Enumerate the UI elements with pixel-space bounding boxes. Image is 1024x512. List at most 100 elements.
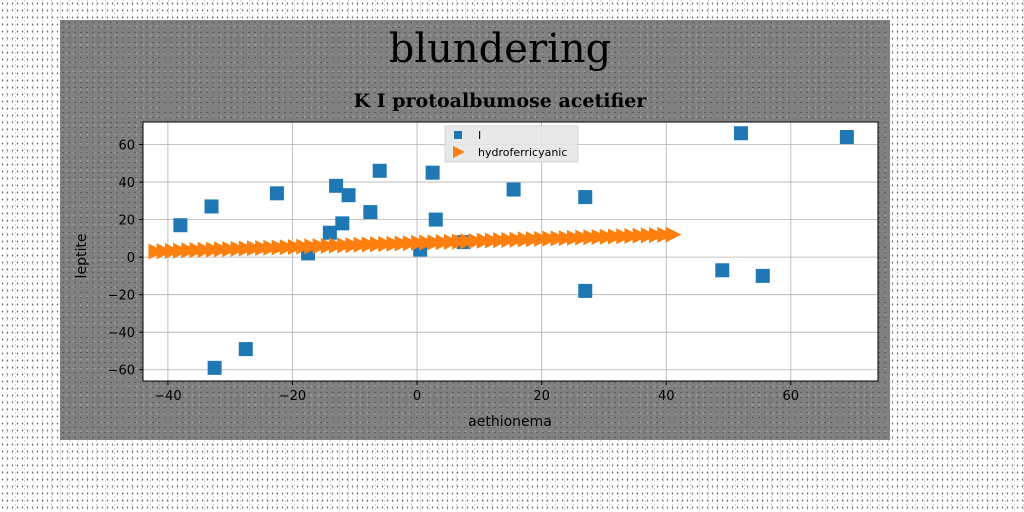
scatter-point-triangle <box>304 238 321 255</box>
scatter-point-triangle <box>361 236 378 253</box>
y-tick-label: 0 <box>127 251 135 266</box>
scatter-point-triangle <box>378 235 395 252</box>
scatter-point-triangle <box>624 227 641 244</box>
scatter-point-square <box>207 360 222 375</box>
y-axis-label: leptite <box>74 234 90 279</box>
x-tick-label: −20 <box>279 389 306 404</box>
scatter-point-square <box>715 263 730 278</box>
x-tick-label: 60 <box>783 389 800 404</box>
legend-marker-square <box>454 131 462 139</box>
scatter-point-triangle <box>402 235 419 252</box>
scatter-point-triangle <box>443 233 460 250</box>
legend-marker-triangle <box>453 146 465 158</box>
y-tick-label: −20 <box>108 289 135 304</box>
scatter-point-triangle <box>542 230 559 247</box>
y-tick-label: −40 <box>108 326 135 341</box>
scatter-point-square <box>578 190 593 205</box>
y-tick-label: 20 <box>118 214 135 229</box>
scatter-point-triangle <box>419 234 436 251</box>
scatter-point-triangle <box>534 230 551 247</box>
scatter-point-triangle <box>501 231 518 248</box>
x-tick-label: 0 <box>413 389 421 404</box>
scatter-point-square <box>329 178 344 193</box>
scatter-point-triangle <box>509 231 526 248</box>
scatter-point-square <box>363 205 378 220</box>
scatter-point-triangle <box>189 242 206 259</box>
scatter-point-triangle <box>427 234 444 251</box>
scatter-point-triangle <box>484 232 501 249</box>
scatter-point-square <box>428 212 443 227</box>
scatter-point-triangle <box>525 231 542 248</box>
scatter-point-triangle <box>558 230 575 247</box>
scatter-point-square <box>335 216 350 231</box>
scatter-point-triangle <box>649 227 666 244</box>
legend-box <box>444 125 579 163</box>
scatter-point-triangle <box>583 229 600 246</box>
scatter-point-square <box>506 182 521 197</box>
scatter-point-triangle <box>460 233 477 250</box>
scatter-point-triangle <box>657 226 674 243</box>
axis-ticks: −40 −20 0 20 40 60 −60 −40 −20 0 20 40 60 <box>108 139 800 404</box>
scatter-point-triangle <box>173 242 190 259</box>
scatter-chart: blundering K I protoalbumose acetifier −… <box>74 26 879 430</box>
scatter-point-square <box>425 165 440 180</box>
scatter-point-square <box>341 188 356 203</box>
legend: I hydroferricyanic <box>444 125 579 163</box>
scatter-point-triangle <box>550 230 567 247</box>
scatter-point-triangle <box>493 232 510 249</box>
scatter-point-square <box>578 283 593 298</box>
scatter-point-triangle <box>632 227 649 244</box>
scatter-point-square <box>755 268 770 283</box>
y-tick-label: 60 <box>118 139 135 154</box>
scatter-point-triangle <box>353 236 370 253</box>
scatter-point-triangle <box>337 237 354 254</box>
grid-lines <box>143 122 878 381</box>
scatter-point-triangle <box>468 233 485 250</box>
scatter-point-triangle <box>230 240 247 257</box>
scatter-point-triangle <box>517 231 534 248</box>
scatter-point-square <box>733 126 748 141</box>
chart-title: K I protoalbumose acetifier <box>354 90 648 112</box>
scatter-point-triangle <box>386 235 403 252</box>
scatter-point-triangle <box>312 238 329 255</box>
scatter-point-triangle <box>238 240 255 257</box>
scatter-point-square <box>204 199 219 214</box>
scatter-point-square <box>173 218 188 233</box>
series-layer <box>148 126 854 375</box>
scatter-point-triangle <box>665 226 682 243</box>
scatter-point-triangle <box>205 241 222 258</box>
scatter-point-triangle <box>214 241 231 258</box>
scatter-point-triangle <box>222 241 239 258</box>
scatter-point-triangle <box>255 240 272 257</box>
scatter-point-square <box>839 130 854 145</box>
x-tick-label: 20 <box>533 389 550 404</box>
scatter-point-triangle <box>271 239 288 256</box>
scatter-point-square <box>238 342 253 357</box>
scatter-point-square <box>322 225 337 240</box>
scatter-point-triangle <box>599 228 616 245</box>
scatter-point-triangle <box>156 243 173 260</box>
scatter-point-triangle <box>575 229 592 246</box>
x-tick-label: −40 <box>154 389 181 404</box>
scatter-point-triangle <box>640 227 657 244</box>
legend-label-series-2: hydroferricyanic <box>478 146 567 159</box>
scatter-point-triangle <box>164 242 181 259</box>
scatter-point-triangle <box>263 239 280 256</box>
scatter-point-triangle <box>246 240 263 257</box>
scatter-point-triangle <box>411 234 428 251</box>
scatter-point-triangle <box>197 241 214 258</box>
scatter-point-square <box>372 163 387 178</box>
scatter-point-triangle <box>279 239 296 256</box>
y-tick-label: 40 <box>118 176 135 191</box>
scatter-point-triangle <box>394 235 411 252</box>
scatter-point-triangle <box>608 228 625 245</box>
scatter-point-triangle <box>370 236 387 253</box>
plot-frame <box>142 121 879 382</box>
scatter-point-triangle <box>566 229 583 246</box>
x-tick-label: 40 <box>658 389 675 404</box>
scatter-point-triangle <box>320 237 337 254</box>
y-tick-label: −60 <box>108 364 135 379</box>
scatter-point-triangle <box>296 238 313 255</box>
scatter-point-triangle <box>287 238 304 255</box>
scatter-point-triangle <box>181 242 198 259</box>
